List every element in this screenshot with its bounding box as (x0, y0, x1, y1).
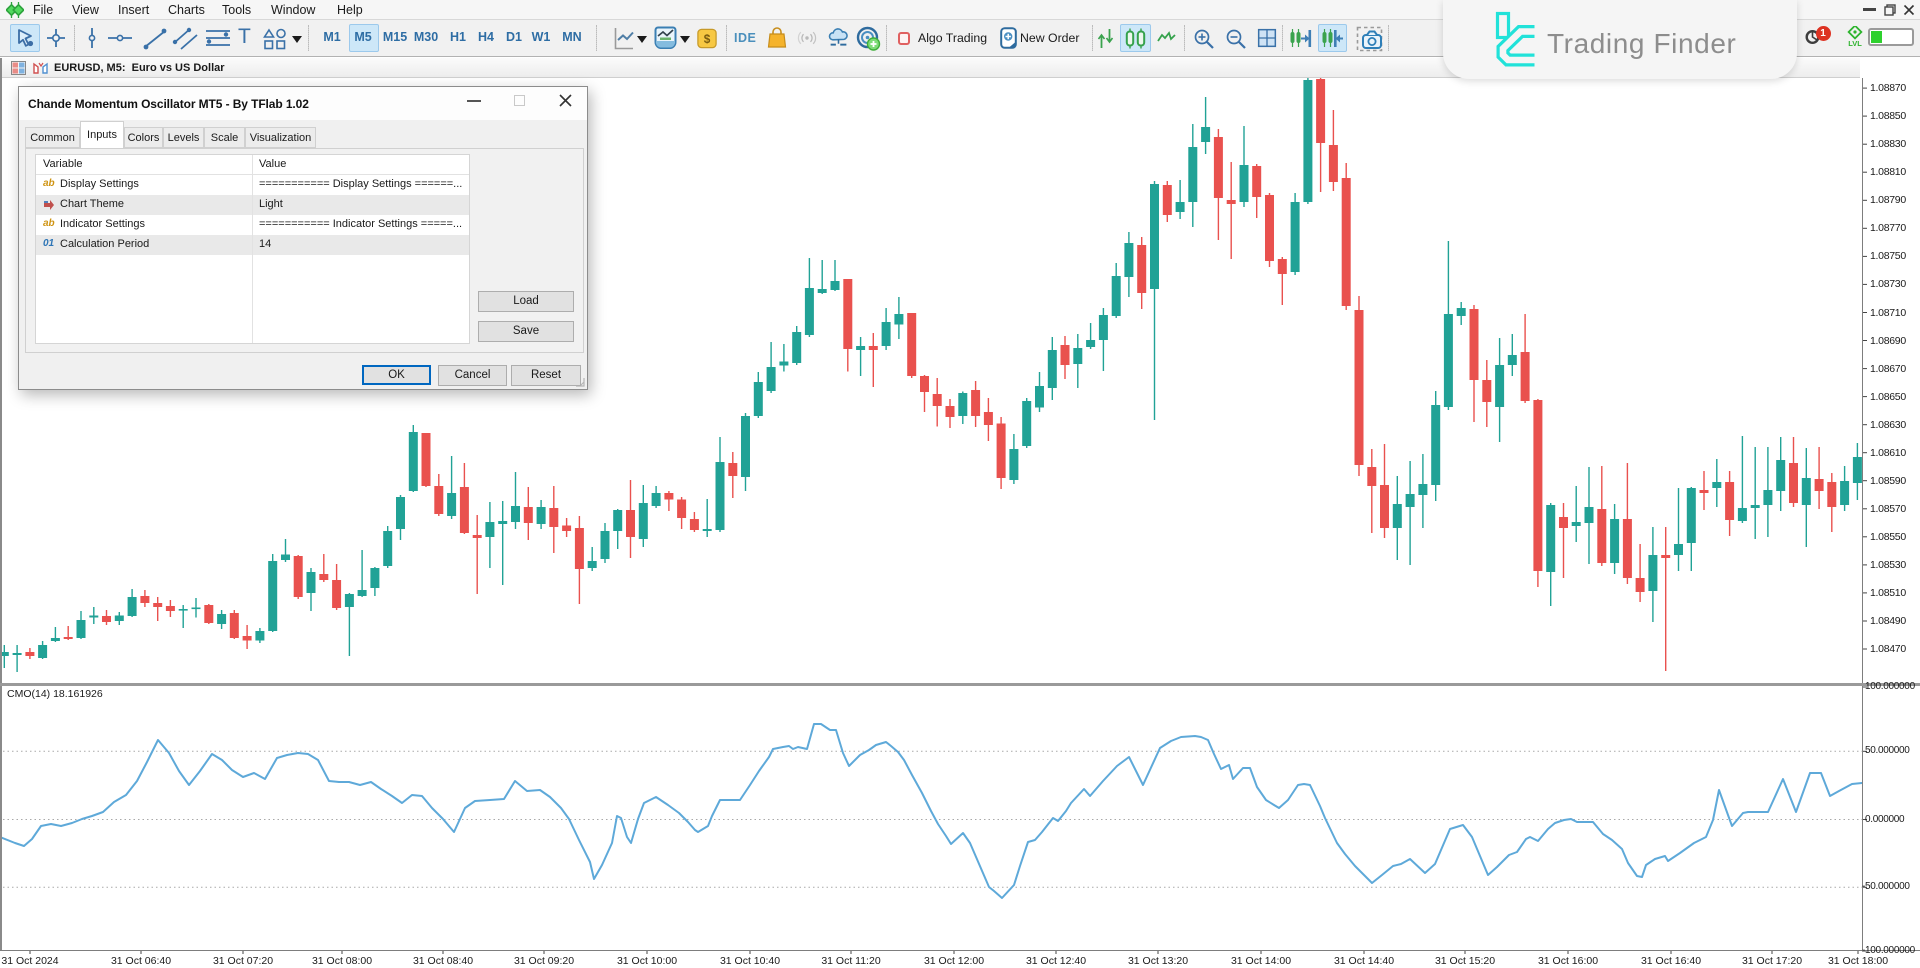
svg-text:LVL: LVL (1848, 39, 1862, 48)
svg-text:$: $ (704, 32, 711, 46)
